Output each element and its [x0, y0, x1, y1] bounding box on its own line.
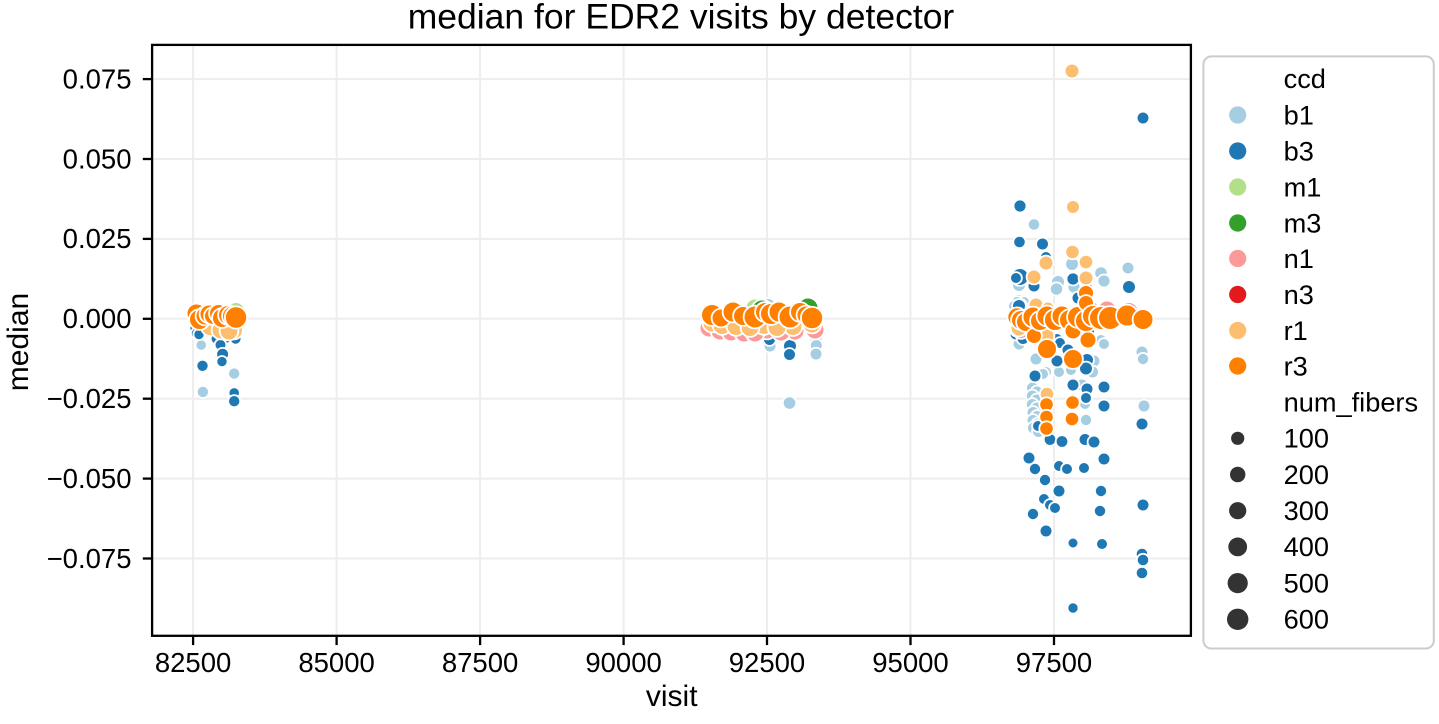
svg-text:0.050: 0.050	[63, 143, 132, 174]
svg-text:b3: b3	[1284, 135, 1314, 166]
svg-text:97500: 97500	[1016, 647, 1092, 678]
svg-text:median for EDR2 visits by dete: median for EDR2 visits by detector	[408, 0, 955, 36]
svg-text:0.025: 0.025	[63, 223, 132, 254]
svg-text:n3: n3	[1284, 279, 1314, 310]
svg-text:82500: 82500	[155, 647, 231, 678]
svg-text:r3: r3	[1284, 350, 1308, 381]
svg-text:n1: n1	[1284, 243, 1314, 274]
svg-text:95000: 95000	[872, 647, 948, 678]
svg-text:90000: 90000	[585, 647, 661, 678]
svg-text:400: 400	[1284, 531, 1329, 562]
svg-text:100: 100	[1284, 423, 1329, 454]
svg-text:−0.050: −0.050	[47, 463, 132, 494]
svg-text:median: median	[2, 293, 35, 391]
svg-text:500: 500	[1284, 567, 1329, 598]
svg-text:200: 200	[1284, 459, 1329, 490]
svg-text:−0.025: −0.025	[47, 383, 132, 414]
svg-text:m3: m3	[1284, 207, 1322, 238]
svg-text:−0.075: −0.075	[47, 543, 132, 574]
svg-text:600: 600	[1284, 604, 1329, 635]
svg-text:0.075: 0.075	[63, 63, 132, 94]
svg-text:b1: b1	[1284, 99, 1314, 130]
svg-text:87500: 87500	[442, 647, 518, 678]
svg-text:85000: 85000	[298, 647, 374, 678]
svg-text:visit: visit	[646, 680, 698, 713]
svg-text:300: 300	[1284, 495, 1329, 526]
svg-text:m1: m1	[1284, 171, 1322, 202]
svg-text:num_fibers: num_fibers	[1284, 386, 1419, 417]
svg-text:0.000: 0.000	[63, 303, 132, 334]
svg-text:ccd: ccd	[1284, 63, 1326, 94]
svg-text:r1: r1	[1284, 315, 1308, 346]
svg-text:92500: 92500	[729, 647, 805, 678]
